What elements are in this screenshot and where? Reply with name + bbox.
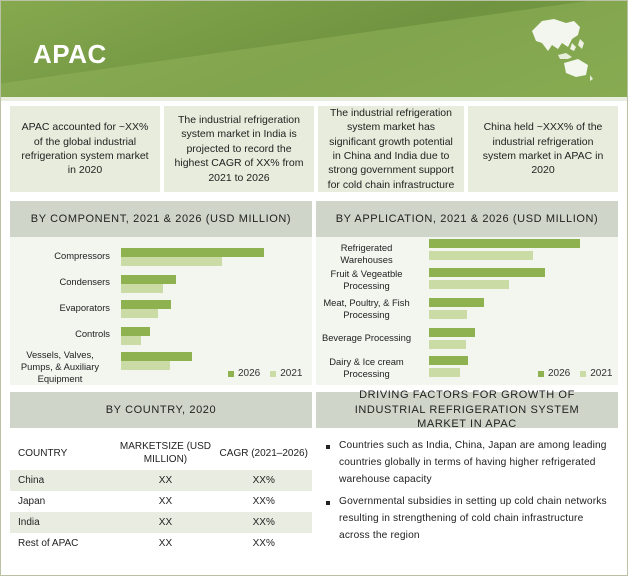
legend-label: 2026 — [238, 368, 261, 379]
country-cell: Japan — [10, 491, 116, 512]
component-chart-panel: Compressors Condensers Evaporators Controls… — [10, 237, 312, 385]
bar-2026 — [429, 298, 484, 307]
category-label: Evaporators — [59, 302, 110, 313]
driver-text: Governmental subsidies in setting up col… — [339, 496, 607, 542]
cagr-cell: XX% — [215, 533, 312, 554]
stat-text: The industrial refrigeration system mark… — [174, 113, 304, 184]
bar-2021 — [429, 368, 460, 377]
category-label: Fruit & Vegeatble Processing — [330, 268, 403, 291]
chart-legend: 2026 2021 — [538, 368, 619, 379]
bar-2026 — [121, 275, 176, 284]
stat-card-growth-potential: The industrial refrigeration system mark… — [318, 106, 464, 192]
stat-text: China held ~XXX% of the industrial refri… — [482, 121, 604, 177]
bar-2021 — [121, 336, 141, 345]
market-size-cell: XX — [115, 512, 216, 533]
col-cagr: CAGR (2021–2026) — [215, 436, 312, 470]
drivers-title-text: DRIVING FACTORS FOR GROWTH OF INDUSTRIAL… — [354, 388, 580, 431]
bar-2026 — [121, 327, 150, 336]
chart-legend: 2026 2021 — [228, 368, 309, 379]
market-size-cell: XX — [115, 533, 216, 554]
drivers-section-title: DRIVING FACTORS FOR GROWTH OF INDUSTRIAL… — [316, 389, 618, 430]
stat-card-china-share: China held ~XXX% of the industrial refri… — [468, 106, 618, 192]
cagr-cell: XX% — [215, 512, 312, 533]
category-label: Meat, Poultry, & Fish Processing — [323, 297, 410, 320]
bar-2021 — [121, 361, 170, 370]
bar-2026 — [121, 300, 171, 309]
table-row: Japan XX XX% — [10, 491, 312, 512]
bar-2026 — [121, 248, 264, 257]
table-row: India XX XX% — [10, 512, 312, 533]
category-label: Condensers — [59, 276, 110, 287]
cagr-cell: XX% — [215, 491, 312, 512]
country-cell: China — [10, 470, 116, 491]
category-label: Compressors — [54, 250, 110, 261]
bar-2021 — [121, 309, 158, 318]
legend-label: 2021 — [590, 368, 613, 379]
category-label: Controls — [75, 328, 110, 339]
bar-2026 — [121, 352, 192, 361]
bar-2021 — [121, 284, 163, 293]
driver-item: Countries such as India, China, Japan ar… — [325, 438, 615, 488]
stat-card-share: APAC accounted for ~XX% of the global in… — [10, 106, 160, 192]
bar-2021 — [429, 251, 533, 260]
category-label: Beverage Processing — [321, 332, 412, 343]
header-banner: APAC — [1, 1, 627, 97]
category-label: Vessels, Valves, Pumps, & Auxiliary Equi… — [20, 349, 100, 384]
col-market-size: MARKETSIZE (USD MILLION) — [115, 436, 216, 470]
bar-2021 — [429, 340, 466, 349]
table-row: China XX XX% — [10, 470, 312, 491]
country-cell: India — [10, 512, 116, 533]
country-section-title: BY COUNTRY, 2020 — [10, 392, 312, 428]
bar-2026 — [429, 328, 475, 337]
apac-map-icon — [532, 19, 593, 81]
legend-swatch-2026 — [228, 370, 234, 377]
bar-2021 — [121, 257, 222, 266]
driver-item: Governmental subsidies in setting up col… — [325, 494, 615, 544]
market-size-cell: XX — [115, 491, 216, 512]
market-size-cell: XX — [115, 470, 216, 491]
legend-swatch-2026 — [538, 370, 544, 377]
cagr-cell: XX% — [215, 470, 312, 491]
bar-2021 — [429, 310, 467, 319]
country-cell: Rest of APAC — [10, 533, 116, 554]
country-table: COUNTRY MARKETSIZE (USD MILLION) CAGR (2… — [10, 436, 312, 554]
bar-2026 — [429, 239, 580, 248]
legend-swatch-2021 — [580, 370, 587, 377]
stat-text: The industrial refrigeration system mark… — [327, 106, 455, 191]
driver-text: Countries such as India, China, Japan ar… — [339, 440, 607, 485]
drivers-list: Countries such as India, China, Japan ar… — [325, 438, 615, 551]
application-chart-title: BY APPLICATION, 2021 & 2026 (USD MILLION… — [316, 201, 618, 237]
application-chart-panel: Refrigerated Warehouses Fruit & Vegeatble… — [316, 237, 618, 385]
category-label: Refrigerated Warehouses — [340, 242, 393, 265]
page-title: APAC — [33, 39, 107, 69]
legend-label: 2021 — [280, 368, 303, 379]
bullet-icon — [326, 501, 330, 506]
bar-2026 — [429, 268, 545, 277]
stat-text: APAC accounted for ~XX% of the global in… — [21, 121, 149, 177]
category-label: Dairy & Ice cream Processing — [329, 356, 404, 379]
component-chart-title: BY COMPONENT, 2021 & 2026 (USD MILLION) — [10, 201, 312, 237]
bar-2021 — [429, 280, 509, 289]
legend-swatch-2021 — [270, 370, 277, 377]
legend-label: 2026 — [548, 368, 571, 379]
stat-card-india-cagr: The industrial refrigeration system mark… — [164, 106, 314, 192]
col-country: COUNTRY — [10, 436, 116, 470]
bar-2026 — [429, 356, 468, 365]
table-row: Rest of APAC XX XX% — [10, 533, 312, 554]
bullet-icon — [326, 445, 330, 449]
